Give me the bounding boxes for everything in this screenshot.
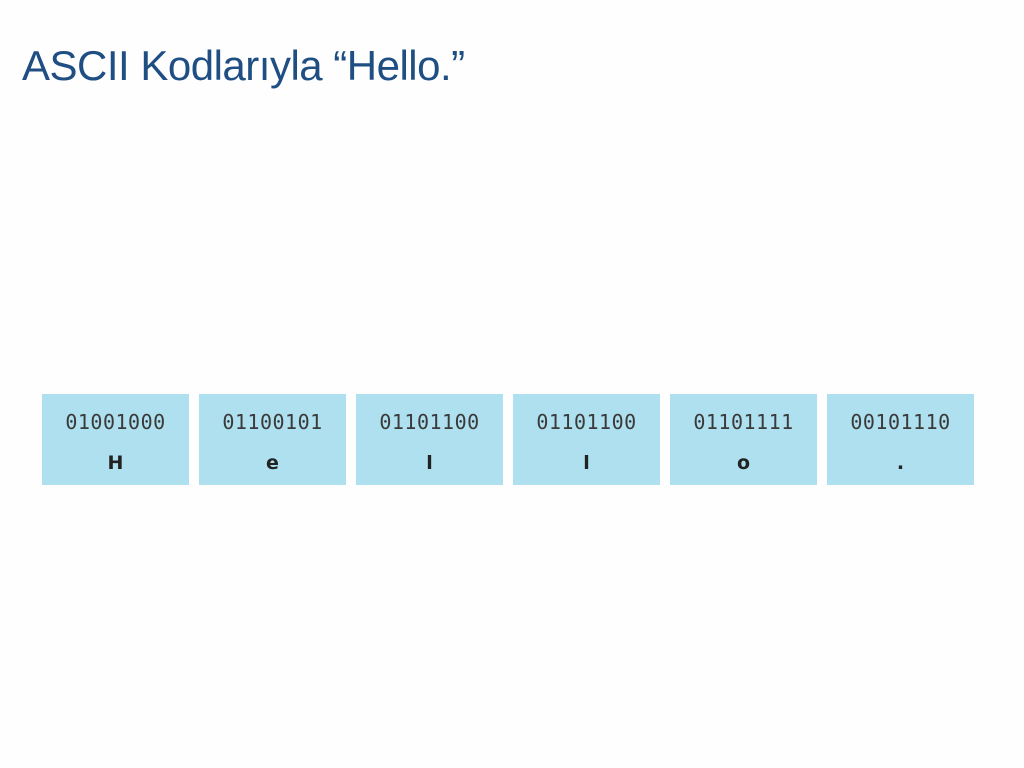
character: o xyxy=(736,452,751,474)
binary-code: 00101110 xyxy=(850,410,951,434)
binary-code: 01100101 xyxy=(222,410,323,434)
character: l xyxy=(583,452,590,474)
character: H xyxy=(107,452,124,474)
slide-title: ASCII Kodlarıyla “Hello.” xyxy=(22,42,465,89)
binary-code: 01001000 xyxy=(65,410,166,434)
ascii-cell: 01001000 H xyxy=(42,394,189,485)
ascii-cell: 00101110. xyxy=(827,394,974,485)
binary-code: 01101100 xyxy=(379,410,480,434)
ascii-cell: 01101100 l xyxy=(356,394,503,485)
ascii-cell: 01101111 o xyxy=(670,394,817,485)
character: l xyxy=(426,452,433,474)
binary-code: 01101100 xyxy=(536,410,637,434)
ascii-cell: 01100101 e xyxy=(199,394,346,485)
ascii-cell: 01101100 l xyxy=(513,394,660,485)
binary-code: 01101111 xyxy=(693,410,794,434)
ascii-row: 01001000 H 01100101 e 01101100 l 01101100 l 0110… xyxy=(42,394,974,485)
character: e xyxy=(266,452,279,474)
character: . xyxy=(896,452,905,474)
